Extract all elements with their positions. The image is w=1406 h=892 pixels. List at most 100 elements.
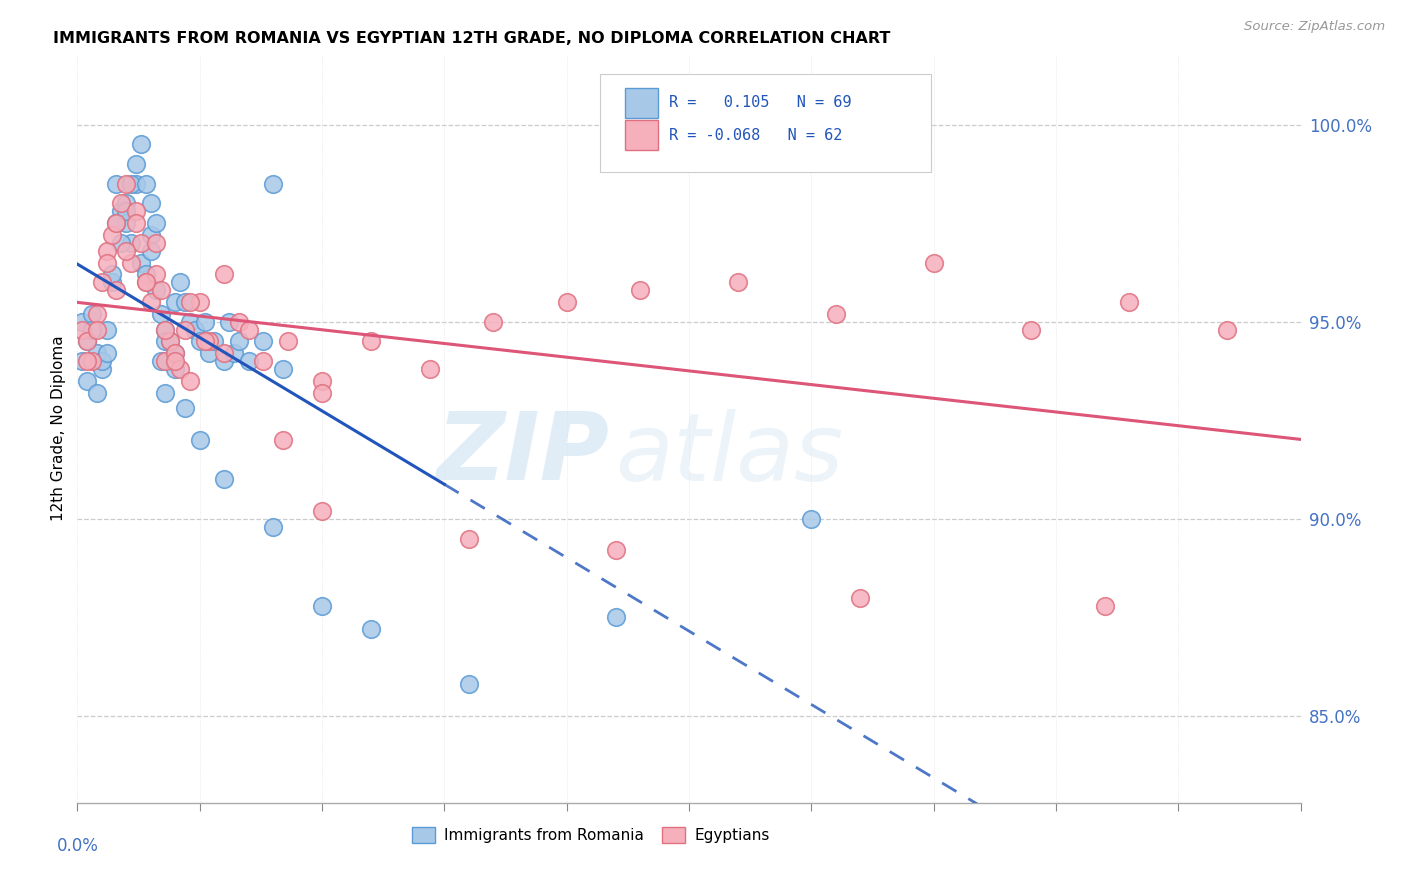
- Point: [86, 322, 108, 336]
- Point: [105, 216, 128, 230]
- Point: [311, 385, 333, 400]
- Point: [1094, 599, 1116, 613]
- Point: [155, 354, 177, 368]
- Point: [129, 255, 152, 269]
- Point: [80, 307, 103, 321]
- Point: [100, 227, 122, 242]
- Point: [311, 374, 333, 388]
- Point: [70, 315, 93, 329]
- Point: [125, 177, 148, 191]
- Point: [80, 322, 103, 336]
- Point: [96, 322, 118, 336]
- Point: [125, 157, 148, 171]
- Point: [165, 346, 187, 360]
- Point: [165, 346, 187, 360]
- Point: [238, 354, 260, 368]
- Point: [90, 275, 112, 289]
- Point: [202, 334, 225, 349]
- Point: [80, 354, 103, 368]
- Point: [165, 354, 187, 368]
- Point: [174, 295, 197, 310]
- Point: [145, 216, 167, 230]
- Point: [228, 334, 250, 349]
- Point: [120, 235, 142, 250]
- Point: [271, 362, 294, 376]
- Point: [110, 235, 132, 250]
- Point: [105, 177, 128, 191]
- Point: [184, 322, 207, 336]
- Y-axis label: 12th Grade, No Diploma: 12th Grade, No Diploma: [51, 335, 66, 521]
- Point: [262, 520, 284, 534]
- Point: [135, 275, 157, 289]
- Text: Source: ZipAtlas.com: Source: ZipAtlas.com: [1244, 20, 1385, 33]
- Point: [125, 204, 148, 219]
- Point: [174, 401, 197, 416]
- Point: [155, 385, 177, 400]
- Point: [115, 216, 138, 230]
- Point: [76, 334, 98, 349]
- Point: [169, 275, 191, 289]
- Point: [482, 315, 505, 329]
- Point: [76, 334, 98, 349]
- Point: [155, 322, 177, 336]
- Point: [360, 334, 382, 349]
- Text: R = -0.068   N = 62: R = -0.068 N = 62: [669, 128, 842, 143]
- Point: [277, 334, 299, 349]
- Point: [145, 283, 167, 297]
- Point: [179, 295, 201, 310]
- Point: [120, 177, 142, 191]
- Text: R =   0.105   N = 69: R = 0.105 N = 69: [669, 95, 852, 111]
- Point: [727, 275, 749, 289]
- Point: [129, 137, 152, 152]
- Point: [139, 196, 162, 211]
- Point: [96, 346, 118, 360]
- Point: [1216, 322, 1239, 336]
- Text: 0.0%: 0.0%: [56, 837, 98, 855]
- Point: [105, 283, 128, 297]
- Point: [222, 346, 245, 360]
- Point: [149, 354, 172, 368]
- Point: [145, 268, 167, 282]
- Point: [135, 268, 157, 282]
- Point: [139, 244, 162, 258]
- Point: [212, 346, 235, 360]
- Point: [218, 315, 240, 329]
- Point: [86, 307, 108, 321]
- Point: [135, 177, 157, 191]
- Point: [1118, 295, 1140, 310]
- Point: [70, 322, 93, 336]
- Point: [360, 622, 382, 636]
- Point: [193, 334, 215, 349]
- Point: [76, 354, 98, 368]
- Point: [125, 216, 148, 230]
- Point: [100, 268, 122, 282]
- FancyBboxPatch shape: [599, 74, 931, 172]
- Point: [129, 235, 152, 250]
- Point: [555, 295, 578, 310]
- Point: [86, 385, 108, 400]
- Point: [238, 322, 260, 336]
- Point: [90, 354, 112, 368]
- Point: [198, 334, 221, 349]
- Point: [212, 268, 235, 282]
- Point: [105, 216, 128, 230]
- Text: IMMIGRANTS FROM ROMANIA VS EGYPTIAN 12TH GRADE, NO DIPLOMA CORRELATION CHART: IMMIGRANTS FROM ROMANIA VS EGYPTIAN 12TH…: [53, 31, 891, 46]
- Point: [262, 177, 284, 191]
- Point: [198, 346, 221, 360]
- Point: [457, 532, 479, 546]
- Point: [90, 362, 112, 376]
- Point: [149, 283, 172, 297]
- Point: [115, 177, 138, 191]
- Point: [135, 275, 157, 289]
- Text: atlas: atlas: [616, 409, 844, 500]
- Point: [149, 307, 172, 321]
- Point: [174, 322, 197, 336]
- Point: [188, 433, 211, 447]
- Point: [849, 591, 872, 605]
- Point: [139, 295, 162, 310]
- Point: [96, 255, 118, 269]
- Point: [165, 295, 187, 310]
- Point: [193, 315, 215, 329]
- Point: [115, 196, 138, 211]
- Point: [419, 362, 441, 376]
